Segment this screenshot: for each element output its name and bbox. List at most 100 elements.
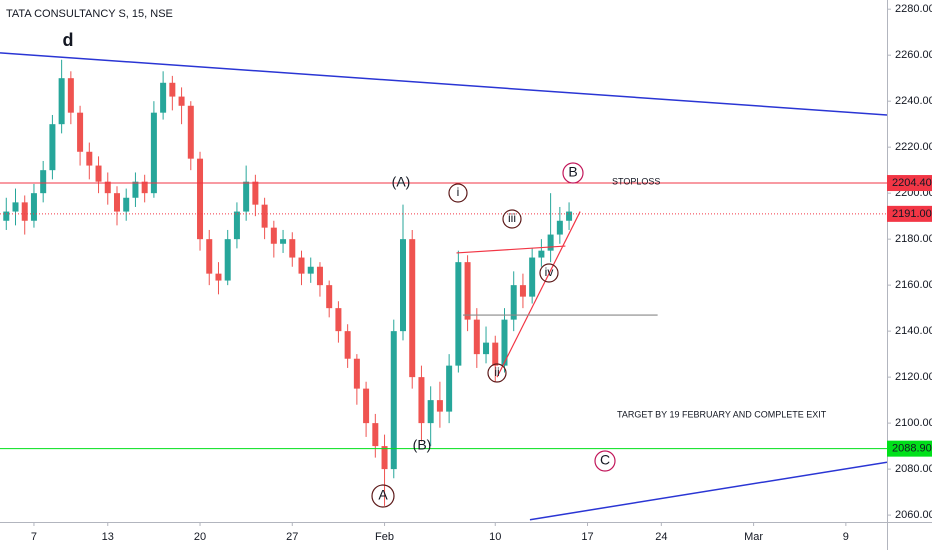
- candle-body: [510, 285, 517, 320]
- candle-body: [21, 202, 28, 221]
- wave-label: iii: [508, 211, 516, 225]
- candle-body: [132, 181, 139, 198]
- wave-circle: [562, 162, 584, 184]
- candle-body: [326, 285, 333, 309]
- level-label: 2204.40: [892, 177, 932, 189]
- y-tick-label: 2060.00: [895, 509, 932, 521]
- candle-body: [529, 257, 536, 297]
- candle-body: [335, 308, 342, 332]
- chart-title: TATA CONSULTANCY S, 15, NSE: [6, 8, 173, 20]
- candle-body: [197, 158, 204, 240]
- y-tick-label: 2100.00: [895, 417, 932, 429]
- candle-body: [270, 227, 277, 244]
- candle-body: [492, 342, 499, 366]
- candle-body: [483, 342, 490, 355]
- wave-circle: [448, 183, 468, 203]
- x-tick-label: 9: [843, 531, 849, 543]
- level-label: 2088.90: [892, 443, 932, 455]
- candle-body: [86, 151, 93, 166]
- wave-label: STOPLOSS: [612, 176, 660, 186]
- candle-body: [538, 250, 545, 258]
- candle-body: [455, 262, 462, 366]
- candle-body: [556, 220, 563, 235]
- trend-line: [0, 52, 887, 116]
- y-tick-label: 2080.00: [895, 463, 932, 475]
- wave-label: (B): [413, 437, 432, 453]
- candle-body: [224, 239, 231, 281]
- candle-body: [150, 112, 157, 194]
- candle-body: [436, 400, 443, 412]
- candle-body: [547, 234, 554, 251]
- candle-body: [473, 319, 480, 355]
- y-tick-label: 2180.00: [895, 233, 932, 245]
- candle-body: [298, 257, 305, 274]
- wave-label: i: [457, 185, 460, 199]
- candle-body: [252, 181, 259, 205]
- candle-body: [243, 181, 250, 212]
- candle-body: [123, 197, 130, 212]
- candle-body: [399, 239, 406, 332]
- candle-body: [501, 319, 508, 366]
- candle-body: [261, 204, 268, 228]
- candle-body: [390, 331, 397, 470]
- candle-body: [58, 78, 65, 125]
- level-label-bg: [887, 205, 932, 222]
- x-tick-label: Feb: [375, 531, 394, 543]
- x-tick-label: 17: [581, 531, 593, 543]
- candle-body: [215, 273, 222, 281]
- x-tick-label: 27: [286, 531, 298, 543]
- candle-body: [353, 358, 360, 389]
- candle-body: [233, 211, 240, 240]
- candle-body: [104, 181, 111, 194]
- candle-body: [178, 96, 185, 106]
- candle-body: [67, 78, 74, 113]
- candle-body: [160, 82, 167, 113]
- candle-body: [289, 239, 296, 258]
- wave-circle: [371, 484, 395, 508]
- candle-body: [363, 388, 370, 424]
- trend-line: [456, 245, 566, 254]
- x-tick-label: 13: [102, 531, 114, 543]
- wave-label: TARGET BY 19 FEBRUARY AND COMPLETE EXIT: [617, 409, 827, 419]
- y-tick-label: 2140.00: [895, 325, 932, 337]
- candle-body: [187, 105, 194, 159]
- candle-body: [113, 193, 120, 212]
- candle-body: [427, 400, 434, 424]
- candle-body: [381, 446, 388, 470]
- candle-body: [280, 239, 287, 244]
- candle-body: [566, 211, 573, 221]
- candle-body: [49, 124, 56, 171]
- level-label-bg: [887, 440, 932, 457]
- candle-body: [519, 285, 526, 297]
- wave-circle: [594, 450, 616, 472]
- candle-body: [409, 239, 416, 378]
- y-tick-label: 2220.00: [895, 141, 932, 153]
- x-tick-label: 10: [489, 531, 501, 543]
- candle-body: [372, 423, 379, 447]
- candle-body: [446, 365, 453, 412]
- wave-label: B: [568, 164, 577, 180]
- x-tick-label: 24: [655, 531, 667, 543]
- level-label: 2191.00: [892, 208, 932, 220]
- trend-line: [529, 461, 887, 521]
- x-tick-label: 20: [194, 531, 206, 543]
- x-tick-label: 7: [31, 531, 37, 543]
- candle-body: [344, 331, 351, 359]
- candle-body: [307, 266, 314, 274]
- candle-body: [418, 377, 425, 424]
- y-tick-label: 2160.00: [895, 279, 932, 291]
- candle-body: [316, 266, 323, 286]
- wave-label: iv: [545, 265, 554, 279]
- x-tick-label: Mar: [744, 531, 763, 543]
- candle-body: [95, 165, 102, 182]
- candle-body: [12, 202, 19, 212]
- y-tick-label: 2240.00: [895, 95, 932, 107]
- wave-circle: [539, 263, 559, 283]
- candle-body: [464, 262, 471, 320]
- candle-body: [40, 170, 47, 194]
- candle-body: [30, 193, 37, 221]
- y-tick-label: 2120.00: [895, 371, 932, 383]
- candle-body: [206, 239, 213, 274]
- candle-body: [3, 211, 10, 221]
